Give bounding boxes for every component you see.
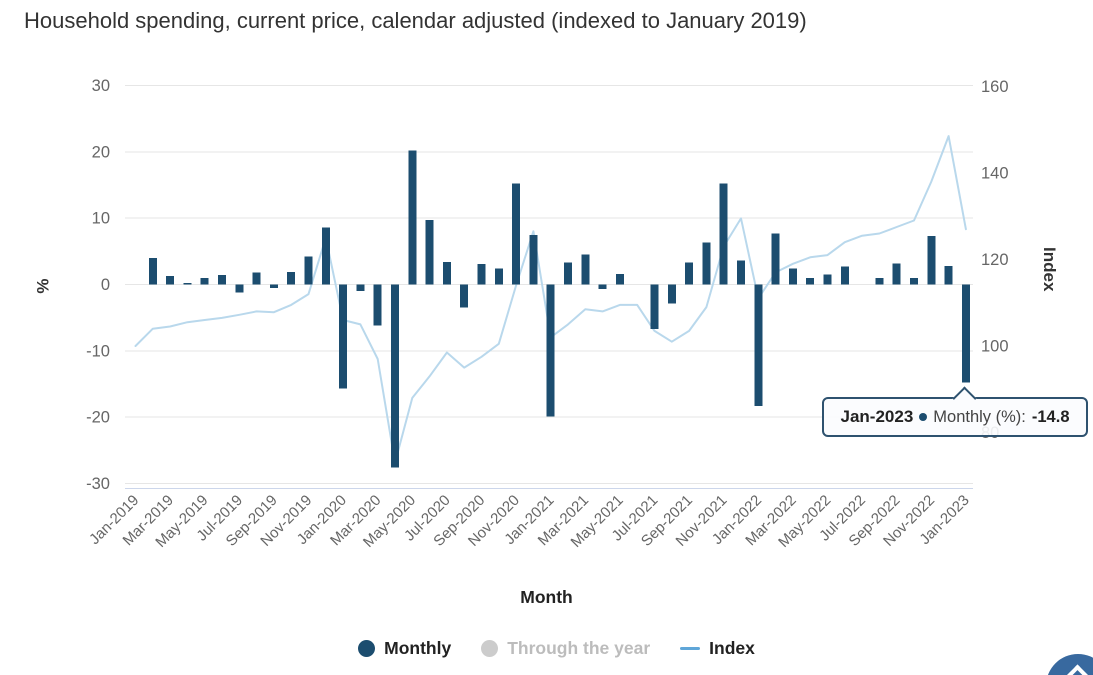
bar-Feb-2021[interactable]: [564, 262, 572, 285]
tooltip-series-dot-icon: [919, 413, 928, 421]
index-series-marker-icon: [680, 647, 701, 650]
bar-Jun-2019[interactable]: [218, 275, 226, 285]
bar-Jan-2023[interactable]: [961, 284, 970, 383]
bar-Mar-2022[interactable]: [788, 268, 797, 285]
bar-Aug-2019[interactable]: [252, 272, 261, 285]
bar-Jun-2022[interactable]: [840, 266, 849, 285]
y-axis-title-right: Index: [1040, 247, 1059, 292]
bar-Sep-2020[interactable]: [477, 263, 486, 285]
legend-label-through-the-year: Through the year: [507, 638, 651, 658]
bar-Apr-2022[interactable]: [806, 277, 815, 285]
left-axis-tick-label: -20: [86, 409, 110, 427]
left-axis-tick-label: 0: [101, 276, 110, 294]
bar-Sep-2019[interactable]: [269, 284, 278, 288]
x-axis-title: Month: [520, 587, 573, 607]
bar-Oct-2019[interactable]: [287, 271, 296, 285]
bar-Aug-2021[interactable]: [667, 284, 676, 304]
bar-Apr-2020[interactable]: [391, 284, 399, 468]
bar-Nov-2021[interactable]: [719, 183, 728, 285]
y-axis-title-left: %: [33, 278, 53, 294]
legend-item-through-the-year[interactable]: Through the year: [481, 638, 650, 659]
bar-Feb-2020[interactable]: [356, 284, 365, 292]
right-axis-tick-label: 160: [981, 78, 1009, 96]
bar-Nov-2019[interactable]: [304, 256, 313, 285]
bar-Jan-2022[interactable]: [754, 284, 763, 406]
bar-Mar-2021[interactable]: [581, 254, 590, 285]
through-the-year-series-marker-icon: [481, 640, 499, 657]
right-axis-tick-label: 100: [981, 338, 1009, 356]
bar-Apr-2021[interactable]: [598, 284, 607, 290]
tooltip-value: -14.8: [1031, 407, 1070, 426]
legend-item-index[interactable]: Index: [680, 638, 755, 659]
left-axis-tick-label: 20: [92, 143, 110, 161]
tooltip-date: Jan-2023: [840, 407, 914, 426]
right-axis-tick-label: 140: [981, 164, 1009, 182]
bar-May-2021[interactable]: [615, 273, 624, 285]
bar-Sep-2021[interactable]: [685, 262, 694, 285]
bar-Aug-2020[interactable]: [460, 284, 469, 308]
right-axis-tick-label: 120: [981, 251, 1009, 269]
bar-Dec-2021[interactable]: [737, 260, 745, 285]
bar-Jun-2020[interactable]: [425, 220, 434, 285]
bar-May-2022[interactable]: [823, 274, 832, 285]
bar-Oct-2022[interactable]: [910, 277, 918, 285]
legend-label-index: Index: [709, 638, 755, 658]
bar-Aug-2022[interactable]: [875, 277, 884, 285]
bar-Nov-2022[interactable]: [927, 236, 936, 285]
bar-Mar-2020[interactable]: [373, 284, 382, 326]
bar-May-2019[interactable]: [200, 277, 209, 285]
chart-title: Household spending, current price, calen…: [24, 8, 807, 33]
bar-Oct-2020[interactable]: [494, 268, 503, 285]
tooltip: Jan-2023 Monthly (%): -14.8: [822, 386, 1088, 437]
bar-Jul-2021[interactable]: [650, 284, 659, 329]
legend-label-monthly: Monthly: [384, 638, 452, 658]
bar-Feb-2022[interactable]: [771, 233, 780, 285]
bar-Feb-2019[interactable]: [148, 258, 157, 285]
monthly-series-marker-icon: [358, 640, 376, 657]
bar-May-2020[interactable]: [408, 150, 417, 285]
bar-Dec-2019[interactable]: [321, 227, 330, 285]
left-axis-tick-label: -30: [86, 475, 110, 493]
left-axis-tick-label: 10: [92, 210, 110, 228]
bar-Oct-2021[interactable]: [702, 242, 711, 285]
bar-Jan-2020[interactable]: [339, 284, 348, 389]
bar-Jul-2020[interactable]: [442, 262, 451, 285]
chevron-up-icon: [1065, 664, 1090, 675]
bar-Jan-2021[interactable]: [546, 284, 555, 417]
left-axis-tick-label: -10: [86, 342, 110, 360]
bar-Nov-2020[interactable]: [512, 183, 521, 285]
bar-Dec-2020[interactable]: [529, 234, 538, 285]
legend: Monthly Through the year Index: [10, 638, 1093, 659]
bar-Dec-2022[interactable]: [944, 265, 953, 285]
tooltip-series-label: Monthly (%):: [933, 407, 1026, 426]
left-axis-tick-label: 30: [92, 77, 110, 95]
bar-Apr-2019[interactable]: [183, 283, 192, 285]
bar-Jul-2019[interactable]: [235, 284, 244, 293]
legend-item-monthly[interactable]: Monthly: [358, 638, 451, 659]
bar-Sep-2022[interactable]: [892, 263, 901, 285]
bar-Mar-2019[interactable]: [166, 275, 175, 285]
